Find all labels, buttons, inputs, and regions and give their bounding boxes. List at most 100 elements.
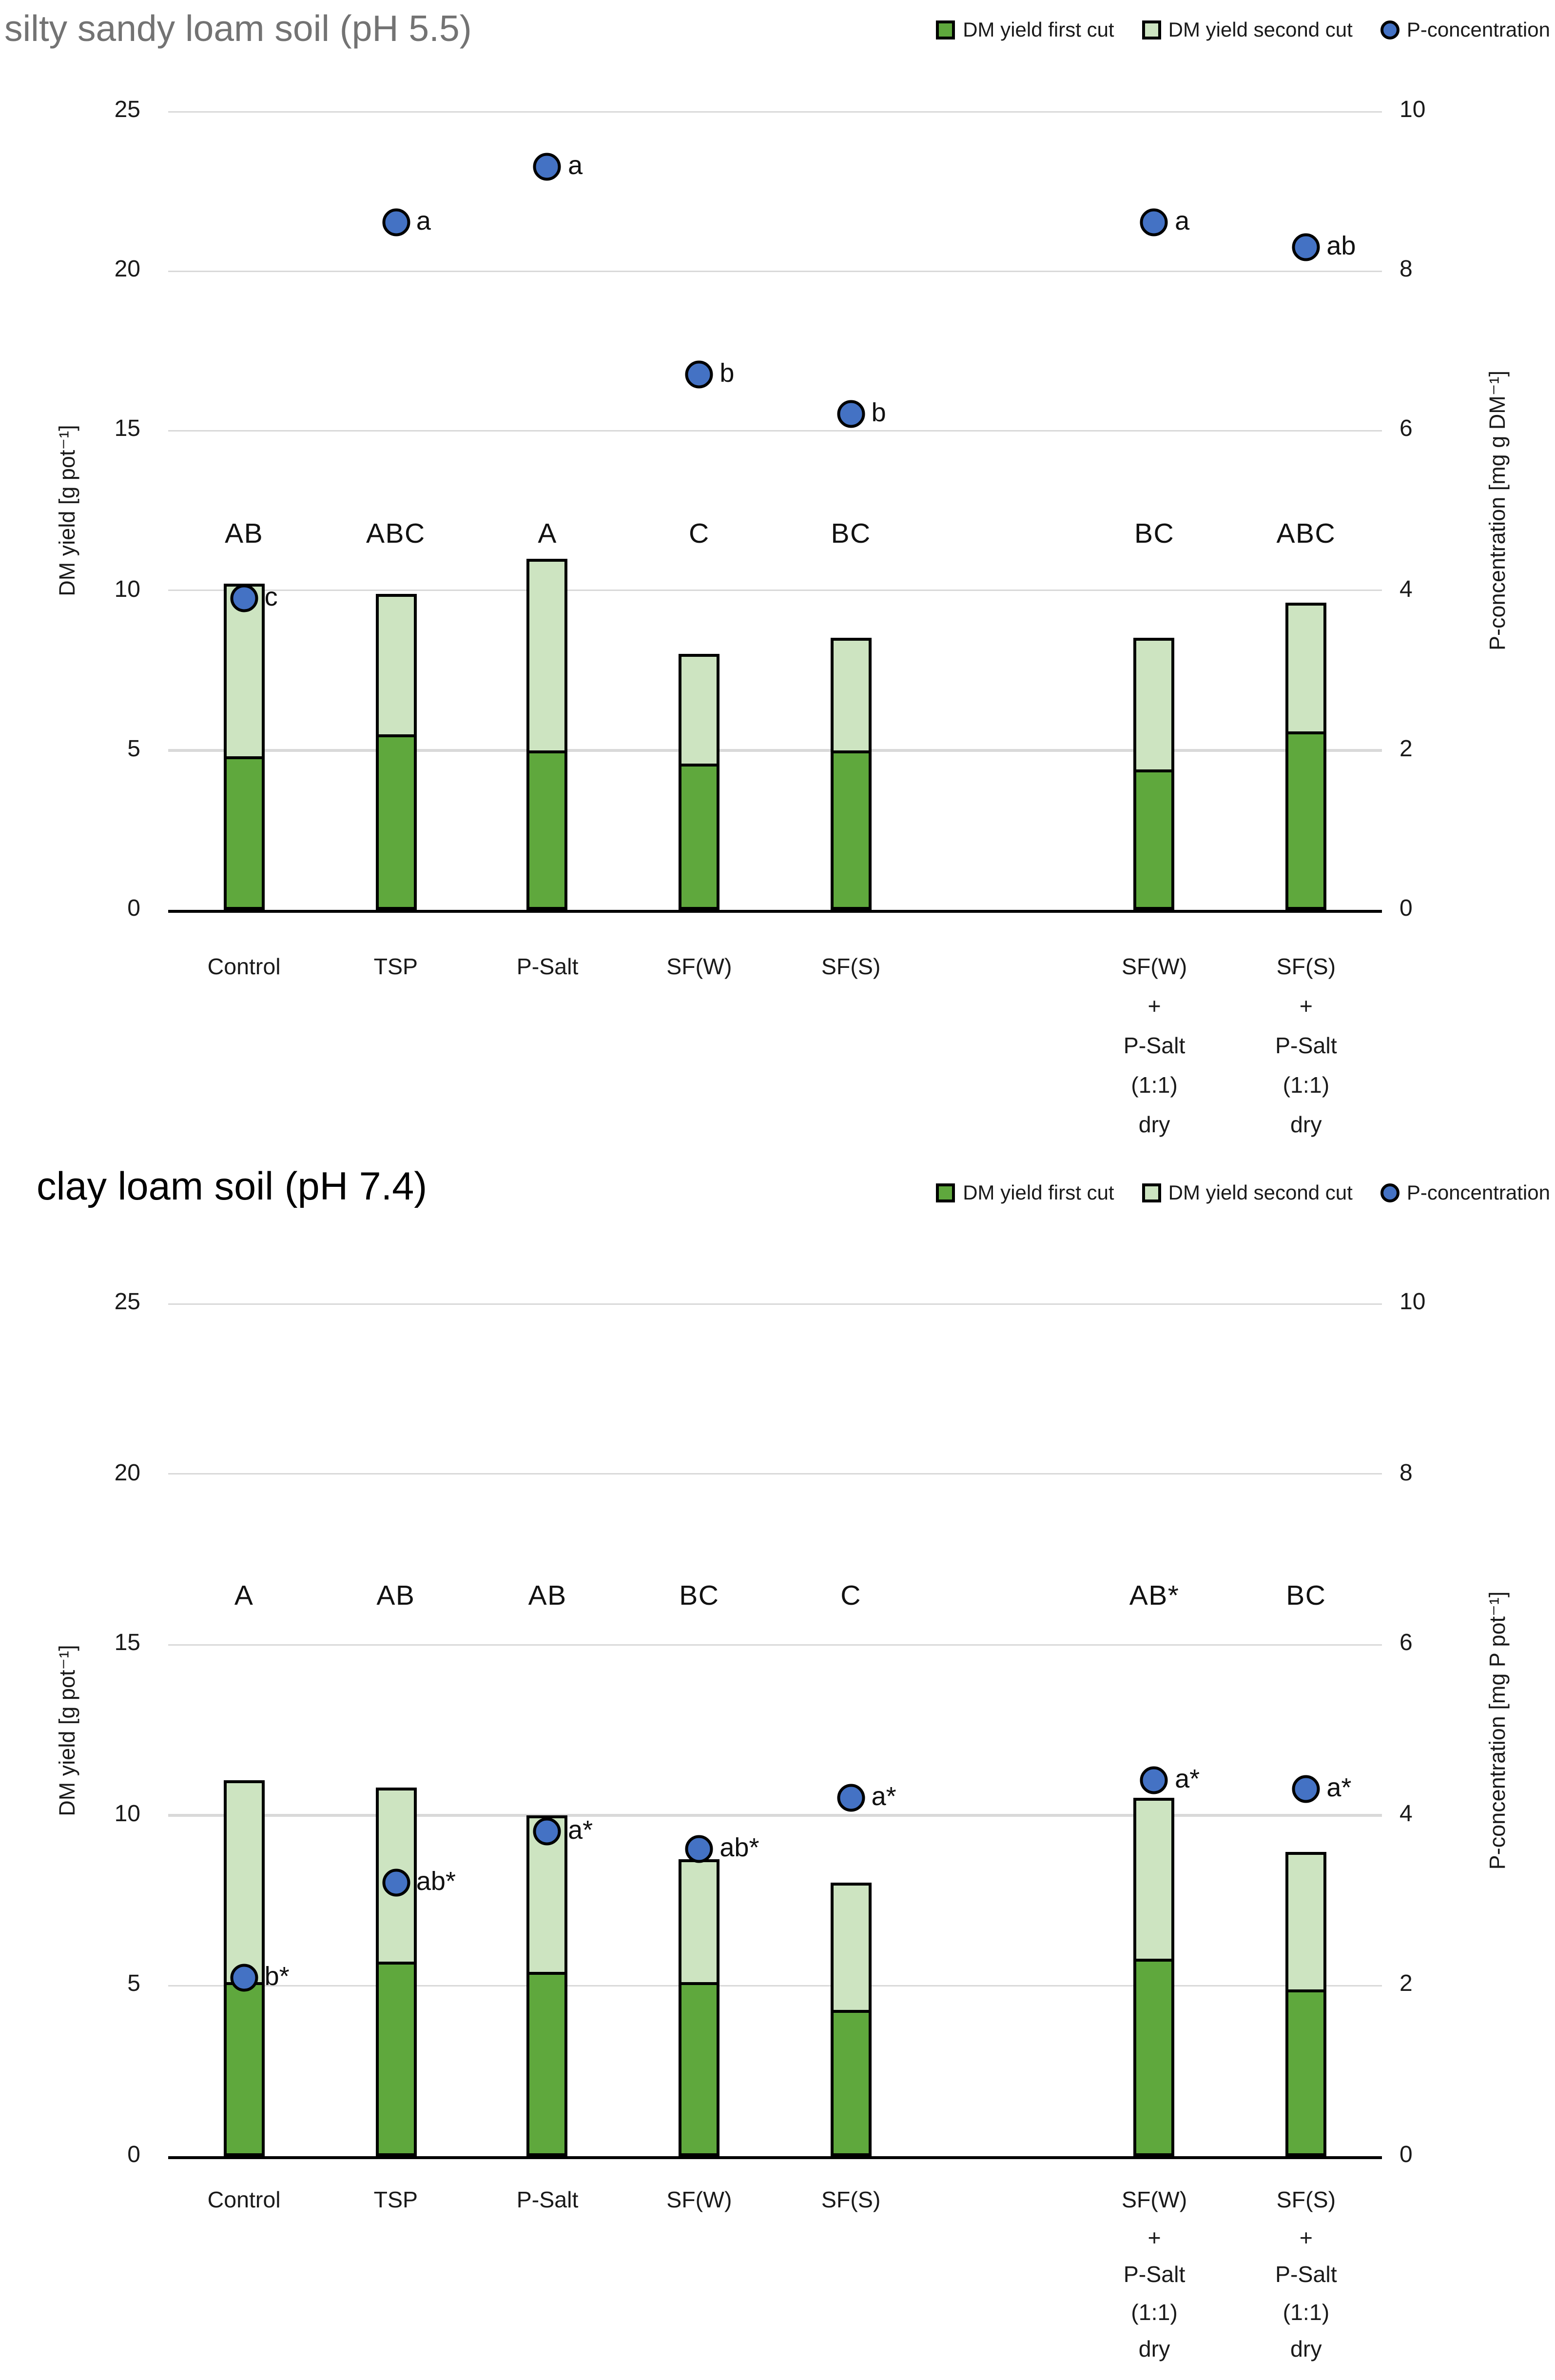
p-concentration-point-label: a — [1175, 207, 1190, 236]
bar-segment-first-cut — [830, 750, 872, 910]
dm-yield-legend-icon — [1142, 20, 1161, 39]
left-axis-tick: 5 — [127, 737, 140, 762]
stacked-bar — [1134, 1798, 1175, 2156]
p-concentration-point-label: ab — [1326, 231, 1356, 260]
dm-yield-legend-icon — [936, 1182, 956, 1202]
significance-letter: C — [840, 1580, 861, 1612]
gridline — [168, 110, 1382, 113]
category-label: Control — [207, 2188, 281, 2213]
significance-letter: ABC — [1276, 520, 1336, 551]
right-axis-tick: 4 — [1400, 1802, 1413, 1827]
plot-area — [168, 1302, 1382, 2159]
legend-item: DM yield first cut — [936, 18, 1114, 41]
significance-letter: BC — [1134, 520, 1175, 551]
legend-label: P-concentration — [1406, 1180, 1550, 1204]
legend-label: DM yield second cut — [1168, 1180, 1353, 1204]
p-concentration-point — [1140, 209, 1168, 237]
right-axis-tick: 2 — [1400, 737, 1413, 762]
bar-segment-first-cut — [223, 1983, 265, 2156]
stacked-bar — [527, 1815, 568, 2156]
legend-label: P-concentration — [1406, 18, 1550, 41]
right-axis-tick: 10 — [1400, 98, 1426, 123]
gridline — [168, 1473, 1382, 1475]
bar-segment-second-cut — [223, 584, 265, 760]
legend-label: DM yield second cut — [1168, 18, 1353, 41]
bar-segment-first-cut — [223, 757, 265, 910]
bar-segment-first-cut — [1285, 731, 1327, 910]
p-concentration-point — [230, 584, 258, 612]
chart-title-top: silty sandy loam soil (pH 5.5) — [4, 9, 472, 50]
category-label: P-Salt — [516, 955, 579, 980]
p-concentration-point-label: b* — [264, 1961, 290, 1990]
stacked-bar — [1285, 603, 1327, 910]
p-concentration-point — [533, 1818, 562, 1846]
chart-title-bottom: clay loam soil (pH 7.4) — [37, 1164, 428, 1208]
legend-item: DM yield first cut — [936, 1180, 1114, 1204]
right-axis-tick: 10 — [1400, 1290, 1426, 1315]
legend-item: DM yield second cut — [1142, 18, 1353, 41]
bar-segment-second-cut — [1285, 1852, 1327, 1993]
category-label: P-Salt — [516, 2188, 579, 2213]
bar-segment-second-cut — [830, 1883, 872, 2013]
bar-segment-first-cut — [679, 763, 720, 910]
p-concentration-point — [685, 1835, 713, 1863]
p-concentration-point — [1292, 233, 1320, 261]
legend-item: P-concentration — [1380, 1180, 1550, 1204]
left-axis-tick: 20 — [114, 1460, 140, 1486]
significance-letter: A — [234, 1580, 254, 1612]
bar-segment-first-cut — [527, 750, 568, 910]
significance-letter: AB — [225, 520, 264, 551]
gridline — [168, 1985, 1382, 1987]
right-axis-tick: 2 — [1400, 1972, 1413, 1998]
p-concentration-legend-icon — [1380, 20, 1400, 39]
p-concentration-point-label: b — [871, 398, 886, 428]
category-label: SF(S) + P-Salt (1:1) dry — [1275, 955, 1337, 1138]
significance-letter: C — [689, 520, 710, 551]
stacked-bar — [375, 593, 416, 910]
bar-segment-second-cut — [679, 654, 720, 767]
stacked-bar — [679, 654, 720, 910]
left-axis-tick: 20 — [114, 257, 140, 283]
p-concentration-point — [837, 400, 865, 429]
right-axis-label: P-concentration [mg P pot⁻¹] — [1486, 1591, 1511, 1869]
category-label: Control — [207, 955, 281, 980]
left-axis-label: DM yield [g pot⁻¹] — [56, 425, 80, 596]
legend-item: P-concentration — [1380, 18, 1550, 41]
gridline — [168, 1302, 1382, 1305]
p-concentration-point-label: a* — [1175, 1765, 1200, 1794]
legend-top: DM yield first cut DM yield second cut P-c… — [936, 18, 1550, 41]
left-axis-label: DM yield [g pot⁻¹] — [56, 1644, 80, 1816]
bar-segment-first-cut — [1285, 1989, 1327, 2156]
p-concentration-point — [382, 209, 410, 237]
p-concentration-point — [685, 361, 713, 389]
p-concentration-point-label: a* — [568, 1816, 593, 1846]
right-axis-tick: 6 — [1400, 417, 1413, 443]
right-axis-tick: 8 — [1400, 1460, 1413, 1486]
stacked-bar — [830, 1883, 872, 2156]
bar-segment-first-cut — [679, 1983, 720, 2156]
gridline — [168, 270, 1382, 272]
p-concentration-point-label: a — [416, 207, 431, 236]
plot-area — [168, 110, 1382, 913]
gridline — [168, 1814, 1382, 1816]
p-concentration-point — [837, 1784, 865, 1812]
significance-letter: A — [538, 520, 557, 551]
category-label: SF(W) — [666, 955, 732, 980]
bar-segment-first-cut — [1134, 769, 1175, 910]
stacked-bar — [679, 1859, 720, 2156]
stacked-bar — [1134, 638, 1175, 910]
significance-letter: AB — [528, 1580, 567, 1612]
left-axis-tick: 15 — [114, 417, 140, 443]
legend-bottom: DM yield first cut DM yield second cut P-c… — [936, 1180, 1550, 1204]
left-axis-tick: 25 — [114, 98, 140, 123]
bar-segment-first-cut — [1134, 1959, 1175, 2156]
category-label: SF(S) + P-Salt (1:1) dry — [1275, 2188, 1337, 2362]
p-concentration-point-label: a* — [871, 1782, 896, 1811]
gridline — [168, 1644, 1382, 1646]
p-concentration-point-label: c — [264, 582, 278, 612]
bar-segment-second-cut — [679, 1859, 720, 1986]
left-axis-tick: 0 — [127, 897, 140, 922]
stacked-bar — [830, 638, 872, 910]
bar-segment-second-cut — [223, 1781, 265, 1986]
